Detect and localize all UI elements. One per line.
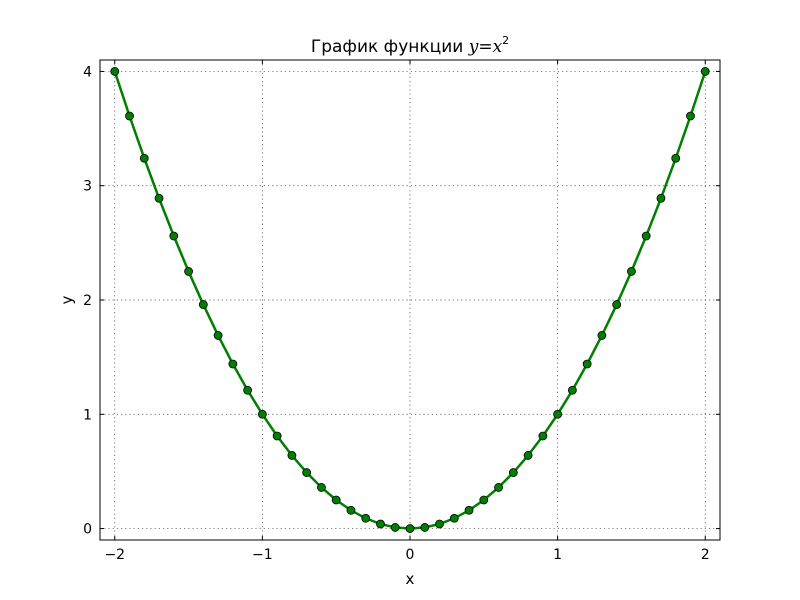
data-point	[331, 495, 341, 505]
data-point	[390, 523, 400, 532]
data-point	[243, 385, 253, 395]
data-point	[627, 267, 636, 276]
x-tick-label: −1	[252, 547, 273, 563]
y-tick-label: 3	[83, 179, 92, 195]
data-point	[287, 451, 297, 460]
data-point	[257, 409, 267, 419]
y-axis-label: y	[58, 295, 76, 304]
x-tick-label: 1	[553, 547, 562, 563]
grid	[100, 60, 720, 540]
data-point	[139, 153, 149, 163]
data-point	[449, 513, 459, 523]
data-point	[125, 111, 134, 121]
x-tick-label: −2	[104, 547, 125, 563]
x-tick-label: 0	[406, 547, 415, 563]
data-point	[612, 300, 622, 309]
data-point	[154, 193, 164, 203]
data-point	[597, 331, 607, 340]
y-tick-label: 0	[83, 522, 92, 538]
x-tick-label: 2	[701, 547, 710, 563]
data-point	[213, 331, 223, 340]
data-point	[641, 231, 651, 241]
ticks	[100, 60, 720, 540]
data-point	[228, 359, 238, 369]
x-axis-label: x	[406, 570, 415, 588]
chart-title-prefix: График функции	[311, 37, 469, 57]
data-point	[494, 483, 503, 492]
data-point	[671, 153, 681, 163]
series-layer	[110, 67, 710, 533]
data-point	[686, 111, 695, 121]
data-point	[184, 267, 193, 276]
chart-title-math-exp: 2	[502, 34, 509, 47]
data-point	[553, 409, 563, 419]
data-point	[198, 300, 208, 309]
data-point	[361, 513, 371, 523]
data-point	[582, 359, 592, 369]
data-point	[317, 483, 326, 492]
chart-title: График функции y=x2	[311, 34, 509, 57]
data-point	[538, 431, 548, 441]
data-point	[656, 193, 666, 203]
data-point	[420, 523, 430, 532]
data-point	[346, 505, 356, 515]
data-point	[700, 67, 710, 76]
data-point	[567, 385, 577, 395]
chart-title-math-lhs: y	[468, 37, 479, 57]
data-point	[110, 67, 120, 76]
y-tick-label: 1	[83, 407, 92, 423]
y-tick-label: 2	[83, 293, 92, 309]
data-point	[376, 519, 385, 529]
y-tick-label: 4	[83, 64, 92, 80]
data-point	[508, 468, 518, 477]
data-point	[272, 431, 282, 441]
tick-labels: −2 −1 0 1 2 0 1 2 3 4	[83, 64, 710, 563]
data-point	[405, 524, 415, 533]
data-point	[302, 468, 312, 477]
data-point	[479, 495, 489, 505]
data-point	[435, 519, 444, 529]
data-point	[464, 505, 474, 515]
data-point	[523, 451, 533, 460]
data-point	[169, 231, 179, 241]
chart-title-math-base: x	[493, 37, 503, 57]
chart-title-math-eq: =	[478, 37, 492, 57]
